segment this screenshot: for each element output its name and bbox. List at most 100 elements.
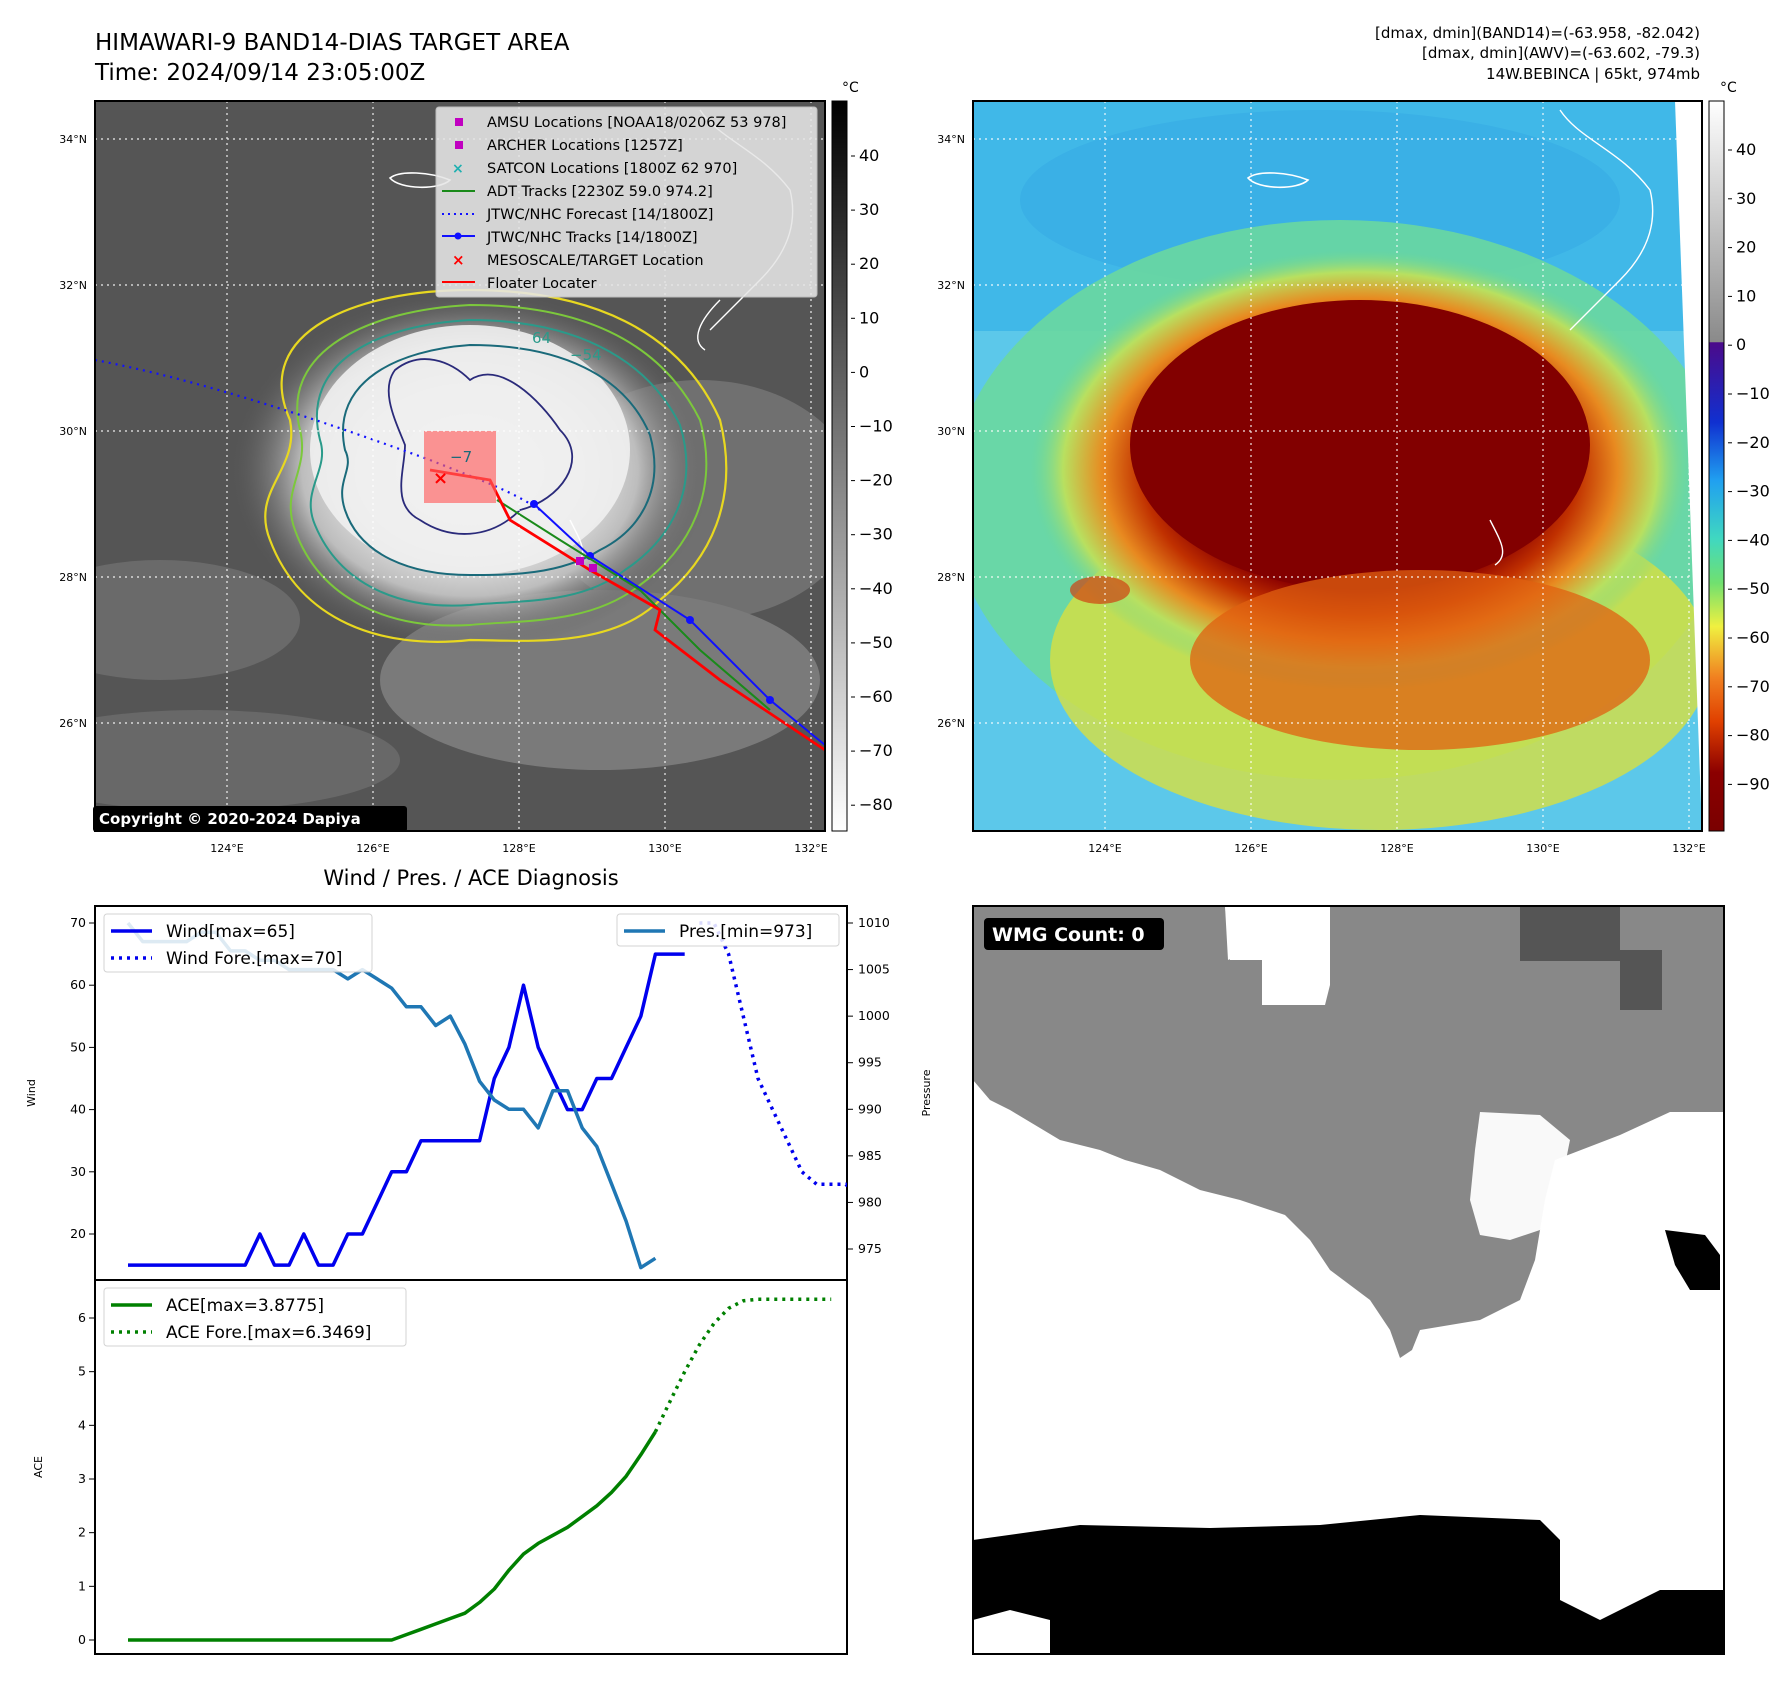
series-line <box>128 952 685 1267</box>
lat-tick-34-r: 34°N <box>937 133 965 146</box>
svg-text:×: × <box>433 468 448 489</box>
lat-tick-32-r: 32°N <box>937 279 965 292</box>
lat-tick-28: 28°N <box>59 571 87 584</box>
axis-tick-label: 3 <box>78 1471 86 1486</box>
gray-colorbar: °C 40 30 20 10 0 −10 −20 −30 −40 −50 −60 −70 −80 <box>831 80 893 832</box>
map-time: Time: 2024/09/14 23:05:00Z <box>94 60 425 86</box>
pressure-ylabel: Pressure <box>920 1069 933 1116</box>
legend-amsu: AMSU Locations [NOAA18/0206Z 53 978] <box>487 115 786 131</box>
axis-tick-label: 30 <box>70 1164 86 1179</box>
info-storm: 14W.BEBINCA | 65kt, 974mb <box>1486 65 1700 83</box>
legend-ace: ACE[max=3.8775] <box>166 1296 324 1316</box>
color-colorbar: °C 40 30 20 10 0 −10 −20 −30 −40 −50 −60 −70 −80 −90 <box>1708 80 1770 832</box>
ir-map: × 64 −54 −7 <box>59 100 828 855</box>
axis-tick-label: 1000 <box>858 1008 890 1023</box>
axis-tick-label: 1010 <box>858 915 890 930</box>
axis-tick-label: 980 <box>858 1194 882 1209</box>
contour-label-2: −54 <box>570 346 602 364</box>
color-colorbar-unit: °C <box>1720 80 1737 96</box>
legend-wind: Wind[max=65] <box>166 922 295 942</box>
axis-tick-label: 1 <box>78 1578 86 1593</box>
colorbar-tick-label: 0 <box>859 362 869 381</box>
axis-tick-label: 20 <box>70 1226 86 1241</box>
colorbar-tick-label: −20 <box>1736 433 1770 452</box>
contour-label-3: −7 <box>450 448 472 466</box>
lon-tick-128-r: 128°E <box>1380 842 1413 855</box>
axis-tick-label: 1005 <box>858 962 890 977</box>
lon-tick-132: 132°E <box>794 842 827 855</box>
colorbar-tick-label: 30 <box>859 200 879 219</box>
legend-wind-fore: Wind Fore.[max=70] <box>166 949 342 969</box>
legend-ace-fore: ACE Fore.[max=6.3469] <box>166 1323 371 1343</box>
colorbar-tick-label: 20 <box>859 254 879 273</box>
legend-pres: Pres.[min=973] <box>679 922 812 942</box>
copyright: Copyright © 2020-2024 Dapiya <box>99 810 361 828</box>
wmg-count: WMG Count: 0 <box>992 924 1145 946</box>
wind-ylabel: Wind <box>25 1079 38 1107</box>
colorbar-tick-label: −50 <box>1736 579 1770 598</box>
color-map: 34°N 32°N 30°N 28°N 26°N 124°E 126°E 128… <box>937 100 1706 855</box>
legend-archer: ARCHER Locations [1257Z] <box>487 138 683 154</box>
legend-adt: ADT Tracks [2230Z 59.0 974.2] <box>487 184 713 200</box>
svg-text:×: × <box>452 161 464 177</box>
legend-mesoscale: MESOSCALE/TARGET Location <box>487 253 704 269</box>
ace-chart: ACE 6 5 4 3 2 1 0 ACE[max=3.8775] ACE Fore.[ma… <box>32 1279 848 1655</box>
colorbar-tick-label: −10 <box>859 417 893 436</box>
contour-label-1: 64 <box>532 329 551 347</box>
axis-tick-label: 2 <box>78 1525 86 1540</box>
colorbar-tick-label: 20 <box>1736 238 1756 257</box>
colorbar-tick-label: −50 <box>859 633 893 652</box>
lon-tick-130-r: 130°E <box>1526 842 1559 855</box>
lon-tick-126: 126°E <box>356 842 389 855</box>
series-line <box>128 1430 657 1642</box>
wmg-panel: WMG Count: 0 <box>972 905 1725 1655</box>
axis-tick-label: 6 <box>78 1310 86 1325</box>
colorbar-tick-label: −70 <box>1736 677 1770 696</box>
colorbar-tick-label: −10 <box>1736 384 1770 403</box>
legend-floater: Floater Locater <box>487 276 596 292</box>
axis-tick-label: 70 <box>70 915 86 930</box>
lat-tick-26: 26°N <box>59 717 87 730</box>
colorbar-tick-label: 10 <box>859 308 879 327</box>
lat-tick-26-r: 26°N <box>937 717 965 730</box>
colorbar-tick-label: 30 <box>1736 189 1756 208</box>
axis-tick-label: 990 <box>858 1101 882 1116</box>
lon-tick-124-r: 124°E <box>1088 842 1121 855</box>
lon-tick-128: 128°E <box>502 842 535 855</box>
legend-jtwc-forecast: JTWC/NHC Forecast [14/1800Z] <box>486 207 713 223</box>
colorbar-tick-label: −20 <box>859 471 893 490</box>
svg-text:×: × <box>452 251 465 269</box>
lat-tick-28-r: 28°N <box>937 571 965 584</box>
colorbar-tick-label: −60 <box>1736 628 1770 647</box>
colorbar-tick-label: −40 <box>859 579 893 598</box>
lat-tick-30: 30°N <box>59 425 87 438</box>
axis-tick-label: 5 <box>78 1364 86 1379</box>
legend-satcon: SATCON Locations [1800Z 62 970] <box>487 161 737 177</box>
map-legend: AMSU Locations [NOAA18/0206Z 53 978] ARC… <box>435 106 818 298</box>
axis-tick-label: 4 <box>78 1417 86 1432</box>
axis-tick-label: 975 <box>858 1241 882 1256</box>
lon-tick-126-r: 126°E <box>1234 842 1267 855</box>
wind-pressure-chart: Wind Pressure 70 60 50 40 30 20 1010 1005 1000 9… <box>25 905 933 1281</box>
colorbar-tick-label: −60 <box>859 687 893 706</box>
colorbar-tick-label: 10 <box>1736 286 1756 305</box>
colorbar-tick-label: −80 <box>1736 726 1770 745</box>
colorbar-tick-label: 40 <box>859 146 879 165</box>
axis-tick-label: 40 <box>70 1102 86 1117</box>
axis-tick-label: 995 <box>858 1055 882 1070</box>
map-title: HIMAWARI-9 BAND14-DIAS TARGET AREA <box>95 30 570 56</box>
info-band14: [dmax, dmin](BAND14)=(-63.958, -82.042) <box>1375 24 1700 42</box>
colorbar-tick-label: −30 <box>1736 482 1770 501</box>
colorbar-tick-label: −70 <box>859 741 893 760</box>
axis-tick-label: 0 <box>78 1632 86 1647</box>
colorbar-tick-label: −30 <box>859 525 893 544</box>
lat-tick-30-r: 30°N <box>937 425 965 438</box>
info-awv: [dmax, dmin](AWV)=(-63.602, -79.3) <box>1422 44 1700 62</box>
diag-title: Wind / Pres. / ACE Diagnosis <box>323 866 618 890</box>
lat-tick-34: 34°N <box>59 133 87 146</box>
axis-tick-label: 50 <box>70 1039 86 1054</box>
legend-jtwc-tracks: JTWC/NHC Tracks [14/1800Z] <box>486 230 698 246</box>
colorbar-tick-label: −90 <box>1736 774 1770 793</box>
colorbar-tick-label: 40 <box>1736 140 1756 159</box>
